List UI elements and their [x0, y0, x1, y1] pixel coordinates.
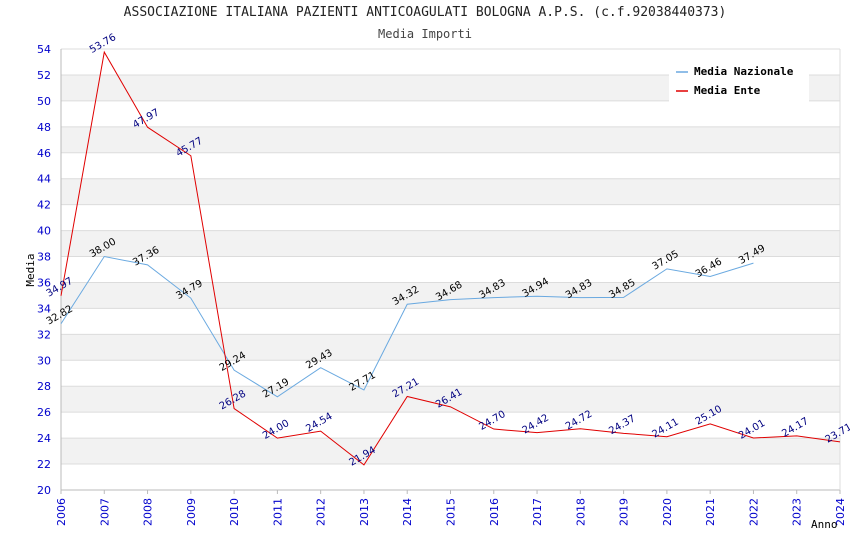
grid-band [61, 230, 840, 257]
chart-title: ASSOCIAZIONE ITALIANA PAZIENTI ANTICOAGU… [123, 5, 727, 20]
y-tick-label: 40 [37, 225, 51, 238]
x-tick-label: 2010 [228, 498, 241, 526]
chart-subtitle: Media Importi [378, 27, 472, 41]
x-tick-labels: 2006 2007 2008 2009 2010 2011 2012 2013 2014 2015… [55, 490, 847, 526]
y-tick-label: 22 [37, 458, 51, 471]
x-tick-label: 2018 [574, 498, 587, 526]
series-lines [60, 50, 841, 466]
y-tick-labels: 20 22 24 26 28 30 32 34 36 38 40 42 44 46 48 50 52 54 [37, 43, 51, 497]
y-tick-label: 42 [37, 199, 51, 212]
x-tick-label: 2020 [661, 498, 674, 526]
legend-box [669, 60, 809, 102]
x-tick-label: 2011 [271, 498, 284, 526]
grid-band [61, 438, 840, 465]
y-tick-label: 52 [37, 69, 51, 82]
y-tick-label: 28 [37, 380, 51, 393]
x-tick-label: 2024 [834, 498, 847, 526]
y-tick-label: 20 [37, 484, 51, 497]
y-tick-label: 24 [37, 432, 51, 445]
y-tick-label: 26 [37, 406, 51, 419]
x-tick-label: 2006 [55, 498, 68, 526]
series-line-media-ente [60, 50, 841, 466]
y-tick-label: 34 [37, 302, 51, 315]
grid-band [61, 334, 840, 361]
y-tick-label: 32 [37, 328, 51, 341]
y-tick-label: 30 [37, 354, 51, 367]
grid-band [61, 282, 840, 309]
grid-bands [61, 74, 840, 465]
y-axis-title: Media [24, 253, 37, 286]
y-tick-label: 36 [37, 276, 51, 289]
x-tick-label: 2008 [142, 498, 155, 526]
x-tick-label: 2012 [315, 498, 328, 526]
x-tick-label: 2015 [445, 498, 458, 526]
x-axis-title: Anno [811, 518, 838, 531]
x-tick-label: 2007 [98, 498, 111, 526]
x-tick-label: 2019 [618, 498, 631, 526]
y-tick-label: 54 [37, 43, 51, 56]
legend: Media Nazionale Media Ente [669, 60, 809, 102]
legend-label-ente: Media Ente [694, 84, 761, 97]
gridlines [61, 48, 840, 491]
grid-band [61, 178, 840, 205]
x-tick-label: 2014 [401, 498, 414, 526]
x-tick-label: 2017 [531, 498, 544, 526]
y-tick-label: 38 [37, 251, 51, 264]
legend-label-nazionale: Media Nazionale [694, 65, 794, 78]
axes [60, 49, 841, 491]
x-tick-label: 2022 [747, 498, 760, 526]
grid-band [61, 126, 840, 153]
grid-band [61, 386, 840, 413]
x-tick-label: 2016 [488, 498, 501, 526]
x-tick-label: 2013 [358, 498, 371, 526]
data-label-ente: 53.76 [88, 32, 118, 56]
x-tick-label: 2009 [185, 498, 198, 526]
series-line-media-nazionale [60, 255, 754, 398]
y-tick-label: 46 [37, 147, 51, 160]
y-tick-label: 50 [37, 95, 51, 108]
x-tick-label: 2023 [791, 498, 804, 526]
x-tick-label: 2021 [704, 498, 717, 526]
y-tick-label: 48 [37, 121, 51, 134]
y-tick-label: 44 [37, 173, 51, 186]
